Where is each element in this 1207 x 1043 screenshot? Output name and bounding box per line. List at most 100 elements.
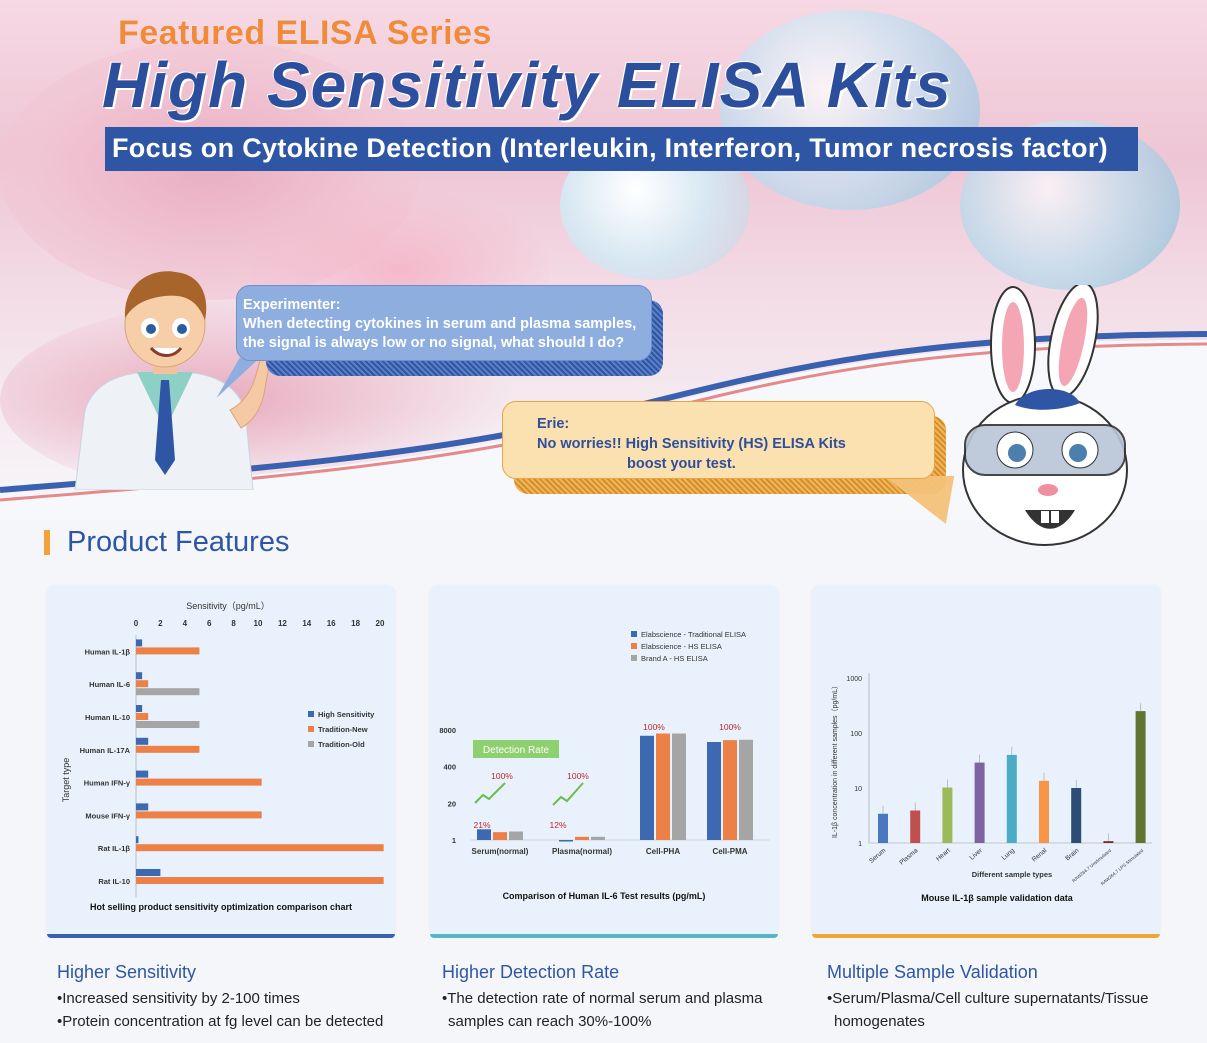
- x-axis-label: Different sample types: [972, 870, 1052, 879]
- category-label: Serum: [868, 847, 887, 865]
- bar-0: [477, 829, 491, 840]
- bar-2: [136, 688, 200, 696]
- subtitle-banner: [105, 127, 1138, 171]
- y-tick-label: 400: [443, 763, 456, 772]
- x-tick-label: 8: [231, 619, 236, 628]
- rate-label: 21%: [473, 820, 490, 830]
- category-label: Human IL-10: [85, 713, 130, 722]
- legend-label: High Sensitivity: [318, 710, 375, 719]
- erie-bubble-tail: [875, 476, 955, 524]
- x-tick-label: 16: [327, 619, 336, 628]
- bar-1: [493, 832, 507, 840]
- section-title: Product Features: [67, 526, 290, 558]
- feature-title: Higher Sensitivity: [57, 962, 197, 982]
- feature-line: •The detection rate of normal serum and …: [442, 990, 763, 1007]
- series-label: Featured ELISA Series: [118, 14, 492, 52]
- experimenter-speech-bubble: Experimenter: When detecting cytokines i…: [236, 285, 652, 361]
- bar: [910, 810, 921, 843]
- bar-2: [136, 721, 200, 728]
- legend-label: Elabscience - Traditional ELISA: [641, 630, 746, 639]
- rate-label: 12%: [549, 820, 566, 830]
- rate-label: 100%: [719, 722, 741, 732]
- bubble-text: When detecting cytokines in serum and pl…: [243, 316, 637, 332]
- detection-rate-chart-card: 1 20 400 8000 Serum(normal) Plasma(normal) Cel…: [430, 585, 778, 938]
- x-axis-label: Sensitivity（pg/mL）: [186, 601, 270, 611]
- sensitivity-chart-card: Sensitivity（pg/mL） 0 2 4 6 8 10 12 14 16 18 20 Targe…: [47, 585, 395, 938]
- x-tick-label: 6: [207, 619, 212, 628]
- y-axis-label: IL-1β concentration in different samples…: [831, 682, 839, 838]
- bar-0: [707, 742, 721, 840]
- bubble-text: No worries!! High Sensitivity (HS) ELISA…: [537, 436, 846, 452]
- rate-label: 100%: [643, 722, 665, 732]
- bar-2: [672, 733, 686, 840]
- bar-0: [136, 836, 139, 844]
- category-label: Mouse IFN-γ: [85, 811, 130, 820]
- bar-1: [136, 647, 200, 655]
- bar-1: [136, 778, 262, 786]
- rate-label: 100%: [491, 771, 513, 781]
- legend-swatch: [631, 655, 637, 661]
- bar-0: [136, 705, 143, 712]
- category-label: Plasma: [898, 847, 919, 867]
- bar: [1135, 711, 1146, 843]
- category-label: Plasma(normal): [552, 847, 612, 856]
- bar-1: [136, 811, 262, 819]
- chart-title: Mouse IL-1β sample validation data: [921, 893, 1074, 903]
- legend-label: Brand A - HS ELISA: [641, 654, 708, 663]
- bar-0: [136, 672, 143, 680]
- page-subtitle: Focus on Cytokine Detection (Interleukin…: [112, 133, 1108, 163]
- section-accent-bar: [44, 530, 50, 555]
- bar-1: [136, 713, 149, 720]
- y-tick-label: 20: [448, 799, 456, 808]
- chart-title: Comparison of Human IL-6 Test results (p…: [503, 891, 706, 901]
- category-label: Lung: [1001, 847, 1017, 862]
- bar-0: [136, 770, 149, 778]
- rising-arrow: [474, 782, 506, 804]
- page-title: High Sensitivity ELISA Kits: [102, 49, 952, 121]
- category-label: Cell-PMA: [712, 847, 747, 856]
- y-tick-label: 10: [854, 786, 862, 793]
- detection-rate-chart: 1 20 400 8000 Serum(normal) Plasma(normal) Cel…: [439, 630, 770, 901]
- bar: [1103, 841, 1114, 843]
- feature-line: homogenates: [834, 1013, 925, 1030]
- bar-2: [591, 836, 605, 840]
- bar-0: [136, 737, 149, 745]
- bar-0: [559, 840, 573, 842]
- legend-swatch: [308, 726, 314, 732]
- category-label: Rat IL-10: [98, 877, 130, 886]
- bar: [942, 787, 953, 843]
- category-label: Human IFN-γ: [84, 779, 131, 788]
- bar-1: [136, 877, 384, 884]
- sample-validation-chart: 1 10 100 1000 IL-1β concentration in differe…: [831, 673, 1152, 903]
- y-tick-label: 1: [452, 836, 456, 845]
- feature-line: samples can reach 30%-100%: [448, 1013, 652, 1030]
- x-tick-label: 12: [278, 619, 287, 628]
- bubble-text: boost your test.: [627, 456, 736, 472]
- scientist-illustration: [74, 271, 270, 490]
- category-label: Serum(normal): [472, 847, 529, 856]
- detection-rate-label: Detection Rate: [483, 745, 550, 756]
- bar-1: [136, 745, 200, 753]
- category-label: Rat IL-1β: [98, 844, 131, 853]
- x-tick-label: 2: [158, 619, 163, 628]
- x-tick-label: 20: [376, 619, 385, 628]
- legend-swatch: [308, 711, 314, 717]
- x-tick-label: 4: [183, 619, 188, 628]
- bar-1: [723, 740, 737, 840]
- x-tick-label: 18: [351, 619, 360, 628]
- bubble-speaker: Experimenter:: [243, 297, 341, 313]
- y-tick-label: 1: [858, 841, 862, 848]
- droplet-image: [720, 10, 980, 210]
- sample-validation-chart-card: 1 10 100 1000 IL-1β concentration in differe…: [812, 585, 1160, 938]
- bar: [974, 762, 985, 843]
- rate-label: 100%: [567, 771, 589, 781]
- bar-1: [136, 844, 384, 852]
- bar-2: [509, 831, 523, 840]
- feature-title: Multiple Sample Validation: [827, 962, 1038, 982]
- bar-0: [640, 735, 654, 840]
- feature-line: •Protein concentration at fg level can b…: [57, 1013, 384, 1030]
- legend-swatch: [308, 741, 314, 747]
- category-label: Liver: [969, 847, 985, 862]
- chart-title: Hot selling product sensitivity optimiza…: [90, 902, 352, 912]
- bubble-text: the signal is always low or no signal, w…: [243, 335, 625, 351]
